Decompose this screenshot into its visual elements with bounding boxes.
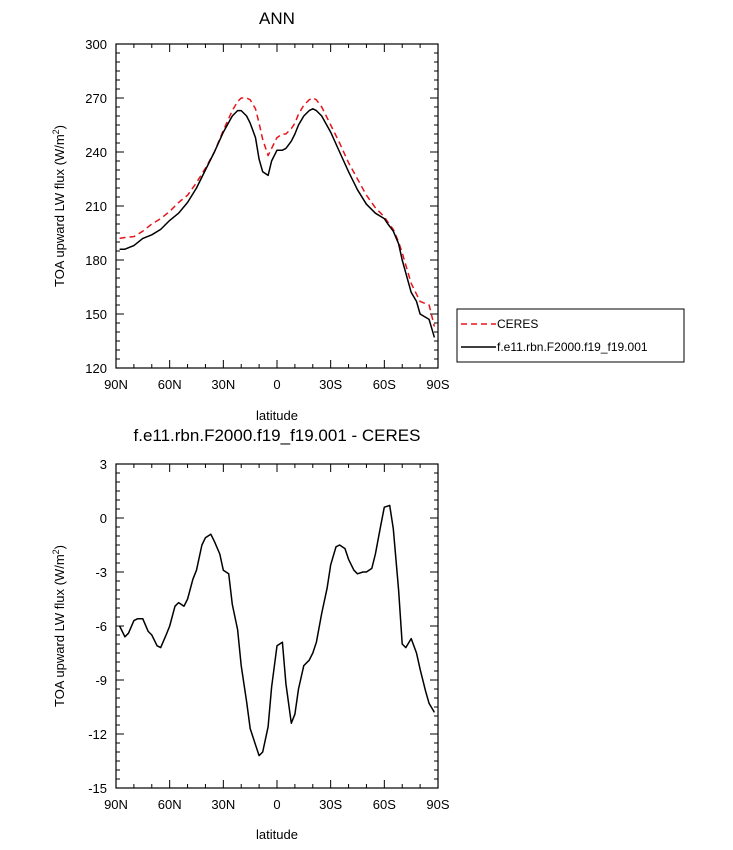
- bottom-x-tick-label: 0: [273, 797, 280, 812]
- top-ticks: 90N 60N 30N 0 30S 60S 90S 120 150 180 210 240 270 300: [85, 37, 450, 392]
- legend-label-ceres: CERES: [497, 317, 538, 331]
- top-y-axis-label: TOA upward LW flux (W/m2): [51, 125, 67, 287]
- top-y-tick-label: 180: [85, 253, 107, 268]
- top-x-axis-label: latitude: [256, 408, 298, 423]
- legend-label-model: f.e11.rbn.F2000.f19_f19.001: [497, 340, 648, 354]
- bottom-x-tick-label: 30S: [319, 797, 342, 812]
- bottom-y-axis-label-close: ): [52, 545, 67, 549]
- top-x-tick-label: 0: [273, 377, 280, 392]
- bottom-x-tick-label: 90N: [104, 797, 128, 812]
- bottom-series-line-0: [118, 504, 436, 757]
- top-plot-frame: [115, 43, 439, 369]
- top-y-tick-label: 150: [85, 307, 107, 322]
- bottom-y-tick-label: 0: [100, 511, 107, 526]
- top-y-tick-label: 210: [85, 199, 107, 214]
- bottom-plot-frame: [115, 463, 439, 789]
- top-series-line-0: [119, 97, 436, 327]
- legend: CERES f.e11.rbn.F2000.f19_f19.001: [456, 308, 685, 363]
- bottom-series-group: [118, 504, 436, 757]
- top-series-line-1: [119, 108, 436, 338]
- bottom-ticks: 90N 60N 30N 0 30S 60S 90S -15 -12 -9 -6 -3 0 3: [88, 457, 450, 812]
- bottom-y-tick-label: -12: [88, 727, 107, 742]
- bottom-x-tick-label: 30N: [211, 797, 235, 812]
- bottom-y-tick-label: -9: [95, 673, 107, 688]
- top-x-tick-label: 30N: [211, 377, 235, 392]
- top-y-axis-label-close: ): [52, 125, 67, 129]
- top-y-axis-label-exponent: 2: [51, 129, 61, 134]
- top-chart-title: ANN: [259, 9, 295, 28]
- bottom-y-tick-label: 3: [100, 457, 107, 472]
- top-y-tick-label: 270: [85, 91, 107, 106]
- bottom-y-tick-label: -15: [88, 781, 107, 796]
- bottom-y-tick-label: -3: [95, 565, 107, 580]
- top-x-tick-label: 30S: [319, 377, 342, 392]
- bottom-chart-title: f.e11.rbn.F2000.f19_f19.001 - CERES: [134, 426, 421, 445]
- legend-box: [456, 308, 685, 363]
- top-x-tick-label: 60N: [158, 377, 182, 392]
- top-x-tick-label: 90N: [104, 377, 128, 392]
- top-y-tick-label: 300: [85, 37, 107, 52]
- top-y-tick-label: 120: [85, 361, 107, 376]
- top-y-tick-label: 240: [85, 145, 107, 160]
- bottom-x-tick-label: 90S: [426, 797, 449, 812]
- bottom-x-tick-label: 60N: [158, 797, 182, 812]
- bottom-x-tick-label: 60S: [373, 797, 396, 812]
- bottom-y-axis-label-text: TOA upward LW flux (W/m: [52, 554, 67, 707]
- bottom-panel: f.e11.rbn.F2000.f19_f19.001 - CERES 90N 6…: [51, 426, 450, 842]
- bottom-x-axis-label: latitude: [256, 827, 298, 842]
- top-panel: ANN 90N 60N 30N 0 30S 60S 90S 120 150 180 210 240 27…: [51, 9, 685, 423]
- bottom-y-axis-label-exponent: 2: [51, 549, 61, 554]
- bottom-y-axis-label: TOA upward LW flux (W/m2): [51, 545, 67, 707]
- top-x-tick-label: 90S: [426, 377, 449, 392]
- top-series-group: [119, 97, 436, 338]
- top-y-axis-label-text: TOA upward LW flux (W/m: [52, 134, 67, 287]
- top-x-tick-label: 60S: [373, 377, 396, 392]
- bottom-y-tick-label: -6: [95, 619, 107, 634]
